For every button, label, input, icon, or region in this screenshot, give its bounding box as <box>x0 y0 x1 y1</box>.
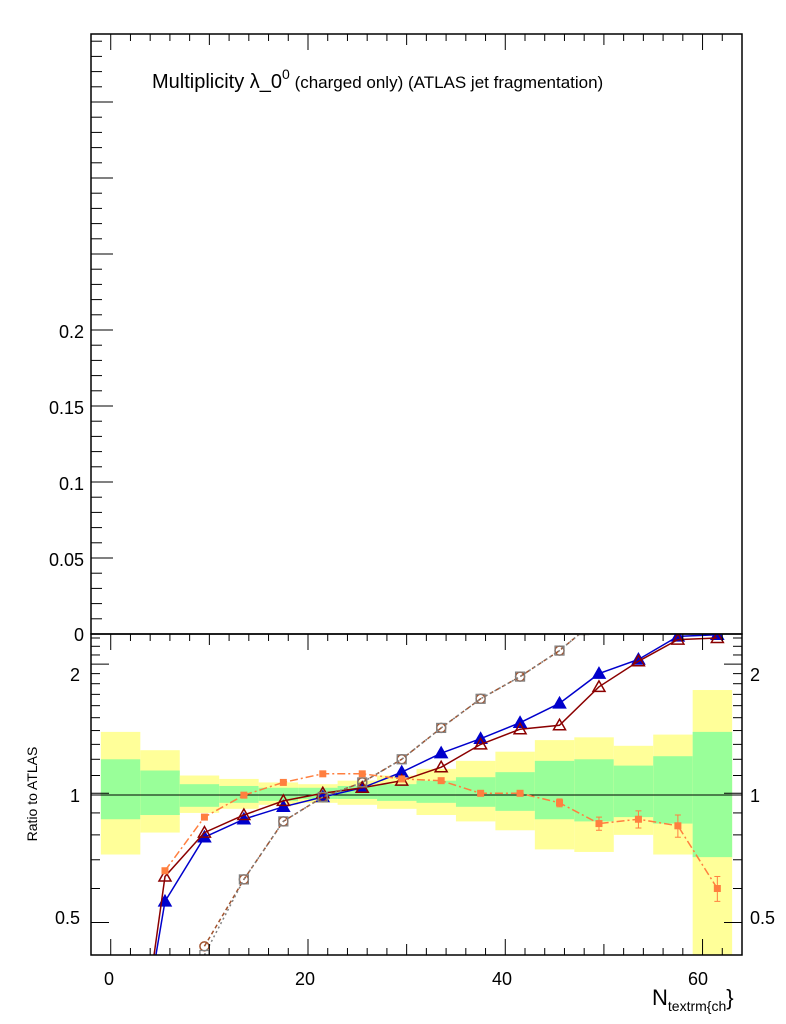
data-point <box>556 799 564 807</box>
data-point <box>433 759 449 773</box>
ratio-panel-ticks <box>91 634 743 955</box>
data-point <box>437 777 445 785</box>
data-point <box>552 695 567 709</box>
top-y-tick-label: 0.1 <box>59 474 84 494</box>
top-panel-ticks <box>91 34 743 635</box>
ratio-y-tick-label-right: 1 <box>750 786 760 806</box>
chart-title: Multiplicity λ_00 (charged only) (ATLAS … <box>152 66 603 93</box>
data-point <box>514 671 526 682</box>
band-inner <box>495 772 535 811</box>
band-inner <box>377 784 417 801</box>
top-panel-frame <box>90 33 743 635</box>
ratio-y-tick-label-right: 0.5 <box>750 908 775 928</box>
data-point <box>358 770 366 778</box>
band-inner <box>219 785 259 803</box>
data-point <box>634 815 642 823</box>
data-point <box>514 671 526 682</box>
data-point <box>279 778 287 786</box>
data-point <box>200 813 208 821</box>
ratio-panel-frame <box>90 633 743 956</box>
band-inner <box>574 759 614 822</box>
data-point <box>139 1012 151 1023</box>
data-point <box>591 666 607 679</box>
x-tick-label: 0 <box>104 969 114 989</box>
data-point <box>516 789 524 797</box>
ratio-series-group <box>139 634 725 1023</box>
data-point <box>631 653 646 667</box>
data-point <box>579 634 590 636</box>
band-inner <box>534 760 575 820</box>
band-inner <box>613 765 654 818</box>
data-point <box>139 1012 151 1023</box>
data-point <box>580 634 588 636</box>
series-line <box>203 634 581 955</box>
data-point <box>512 721 528 735</box>
ratio-y-tick-label-left: 2 <box>70 665 80 685</box>
data-point <box>436 722 447 734</box>
data-point <box>710 634 725 644</box>
data-point <box>554 645 565 656</box>
band-inner <box>416 780 456 803</box>
band-inner <box>140 770 180 816</box>
x-tick-label: 60 <box>688 969 708 989</box>
band-inner <box>100 759 141 820</box>
data-point <box>278 816 289 827</box>
series-line <box>155 634 718 955</box>
top-y-tick-label: 0.15 <box>49 398 84 418</box>
data-point <box>475 693 486 704</box>
data-point <box>240 791 248 799</box>
data-point <box>236 807 252 821</box>
data-point <box>396 754 407 765</box>
top-y-tick-label: 0.2 <box>59 322 84 342</box>
data-point <box>157 868 173 882</box>
x-tick-label: 20 <box>295 969 315 989</box>
ratio-y-axis-label: Ratio to ATLAS <box>24 747 40 842</box>
data-point <box>317 791 328 803</box>
data-point <box>477 789 485 797</box>
data-point <box>161 867 169 875</box>
data-point <box>276 793 291 807</box>
data-point <box>591 679 607 693</box>
data-point <box>595 820 603 828</box>
top-y-tick-label: 0.05 <box>49 550 84 570</box>
data-point <box>357 777 368 788</box>
data-point <box>319 770 327 778</box>
ratio-y-tick-label-right: 2 <box>750 665 760 685</box>
data-point <box>433 745 449 759</box>
data-point <box>674 822 682 830</box>
ratio-uncertainty-bands <box>100 690 733 955</box>
band-inner <box>653 756 693 824</box>
data-point <box>670 634 686 645</box>
data-point <box>236 811 252 825</box>
x-axis-label: Ntextrm{ch} <box>652 985 734 1014</box>
band-inner <box>258 787 299 801</box>
data-point <box>473 736 488 750</box>
ratio-y-tick-label-left: 1 <box>70 786 80 806</box>
x-tick-label: 40 <box>492 969 512 989</box>
top-y-tick-label-partial: 0 <box>74 625 84 645</box>
ratio-y-tick-label-left: 0.5 <box>55 908 80 928</box>
data-point <box>398 775 406 783</box>
data-point <box>552 717 567 731</box>
series-line <box>153 637 718 955</box>
data-point <box>197 825 212 838</box>
data-point <box>199 949 210 955</box>
data-point <box>713 885 721 893</box>
data-point <box>238 874 249 885</box>
